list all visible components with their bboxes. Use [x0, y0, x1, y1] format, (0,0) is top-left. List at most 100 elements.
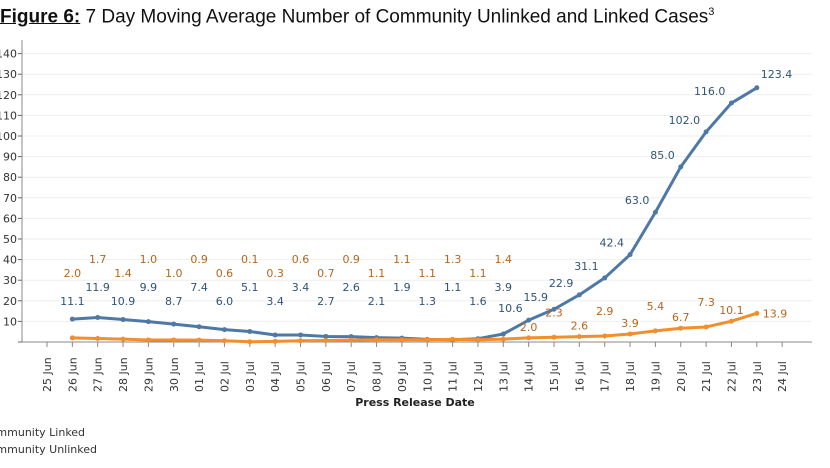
y-tick-label: 30 — [3, 274, 17, 287]
data-label: 2.9 — [596, 305, 614, 318]
data-point — [272, 338, 278, 344]
x-tick-label: 07 Jul — [345, 361, 358, 392]
data-point — [602, 275, 608, 281]
x-tick-label: 23 Jul — [751, 361, 764, 392]
data-point — [171, 321, 177, 327]
data-point — [703, 129, 709, 135]
legend-item-linked: Community Linked — [0, 426, 86, 439]
data-label: 1.1 — [469, 267, 487, 280]
y-tick-label: 40 — [3, 254, 17, 267]
data-label: 0.7 — [317, 267, 335, 280]
data-point — [145, 337, 151, 343]
data-label: 0.6 — [216, 267, 234, 280]
x-tick-label: 15 Jul — [548, 361, 561, 392]
data-label: 3.9 — [621, 317, 639, 330]
data-point — [196, 324, 202, 330]
data-point — [323, 338, 329, 344]
data-label: 0.9 — [190, 253, 208, 266]
data-label: 1.3 — [444, 253, 462, 266]
data-label: 63.0 — [625, 194, 650, 207]
data-label: 7.3 — [697, 296, 715, 309]
x-axis-label: Press Release Date — [355, 396, 475, 409]
data-point — [627, 252, 633, 258]
data-point — [728, 100, 734, 106]
data-point — [247, 328, 253, 334]
data-point — [576, 292, 582, 298]
x-tick-label: 04 Jul — [269, 361, 282, 392]
x-tick-label: 29 Jun — [142, 357, 155, 392]
y-tick-label: 20 — [3, 295, 17, 308]
x-tick-label: 18 Jul — [624, 361, 637, 392]
data-label: 1.4 — [495, 253, 513, 266]
data-label: 11.9 — [85, 281, 110, 294]
data-label: 1.3 — [419, 295, 437, 308]
data-label: 1.6 — [469, 295, 487, 308]
x-tick-label: 21 Jul — [700, 361, 713, 392]
data-label: 5.4 — [647, 300, 665, 313]
data-point — [526, 317, 532, 323]
x-tick-label: 19 Jul — [649, 361, 662, 392]
data-point — [500, 331, 506, 337]
data-point — [323, 333, 329, 339]
data-point — [374, 337, 380, 343]
data-label: 102.0 — [669, 114, 701, 127]
chart-title: Figure 6: 7 Day Moving Average Number of… — [0, 6, 714, 28]
data-label: 3.4 — [266, 295, 284, 308]
x-tick-label: 08 Jul — [371, 361, 384, 392]
y-tick-label: 110 — [0, 109, 17, 122]
figure-number: Figure 6: — [0, 6, 81, 28]
data-label: 31.1 — [574, 260, 599, 273]
data-label: 10.9 — [111, 295, 136, 308]
data-label: 1.0 — [165, 267, 183, 280]
data-point — [551, 306, 557, 312]
y-tick-label: 90 — [3, 151, 17, 164]
data-point — [526, 335, 532, 341]
x-tick-label: 11 Jul — [447, 361, 460, 392]
data-label: 7.4 — [190, 281, 208, 294]
data-point — [678, 164, 684, 170]
data-point — [602, 333, 608, 339]
data-point — [551, 334, 557, 340]
data-label: 22.9 — [549, 277, 574, 290]
data-point — [450, 336, 456, 342]
data-point — [221, 327, 227, 333]
data-label: 42.4 — [600, 237, 625, 250]
data-label: 2.1 — [368, 295, 386, 308]
x-tick-label: 22 Jul — [725, 361, 738, 392]
data-label: 0.1 — [241, 253, 259, 266]
data-label: 1.9 — [393, 281, 411, 294]
data-point — [120, 336, 126, 342]
data-label: 2.6 — [342, 281, 360, 294]
data-point — [69, 335, 75, 341]
x-tick-label: 17 Jul — [599, 361, 612, 392]
data-point — [399, 337, 405, 343]
legend-item-unlinked: Community Unlinked — [0, 443, 97, 456]
data-point — [678, 325, 684, 331]
x-tick-label: 03 Jul — [244, 361, 257, 392]
data-point — [221, 338, 227, 344]
data-point — [247, 339, 253, 345]
data-label: 0.3 — [266, 267, 284, 280]
data-point — [754, 310, 760, 316]
data-label: 1.4 — [114, 267, 132, 280]
data-point — [298, 338, 303, 344]
data-label: 1.1 — [419, 267, 437, 280]
data-point — [576, 334, 582, 340]
title-text: 7 Day Moving Average Number of Community… — [85, 6, 709, 28]
x-tick-label: 27 Jun — [92, 357, 105, 392]
x-tick-label: 13 Jul — [497, 361, 510, 392]
data-point — [171, 337, 177, 343]
data-point — [703, 324, 709, 330]
data-point — [500, 336, 506, 342]
x-tick-label: 16 Jul — [573, 361, 586, 392]
y-tick-label: 70 — [3, 192, 17, 205]
x-tick-label: 28 Jun — [117, 357, 130, 392]
x-tick-label: 12 Jul — [472, 361, 485, 392]
y-tick-label: 10 — [3, 315, 17, 328]
series-line-unlinked — [72, 311, 758, 344]
data-label: 2.6 — [571, 320, 589, 333]
x-tick-label: 14 Jul — [523, 361, 536, 392]
data-point — [95, 314, 101, 320]
data-point — [627, 331, 633, 337]
